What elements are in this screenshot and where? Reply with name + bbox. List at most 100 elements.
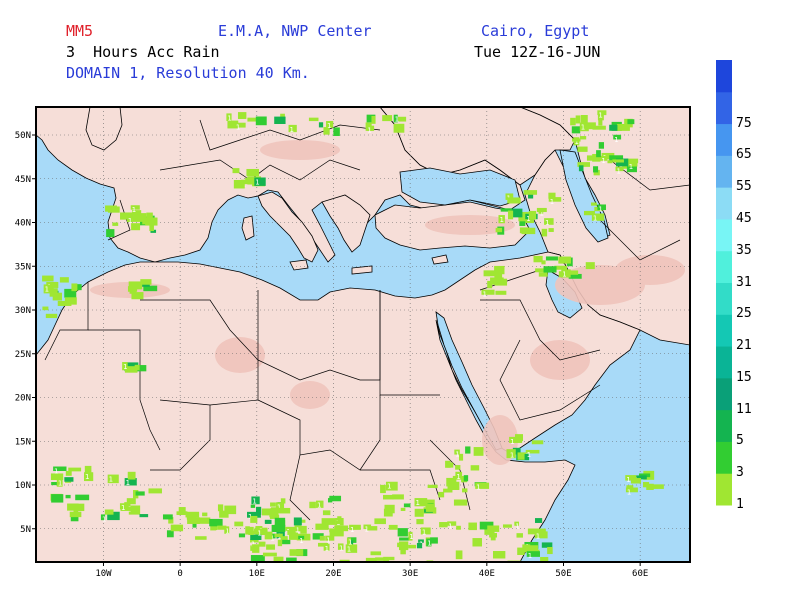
svg-text:1: 1 xyxy=(617,168,621,176)
svg-text:1: 1 xyxy=(499,216,503,224)
colorbar-level-label: 65 xyxy=(736,147,752,163)
svg-text:1: 1 xyxy=(252,497,256,505)
svg-text:1: 1 xyxy=(126,479,130,487)
lon-label: 60E xyxy=(632,569,648,579)
svg-text:1: 1 xyxy=(574,138,578,146)
colorbar-swatch xyxy=(716,218,732,252)
svg-text:1: 1 xyxy=(598,205,602,213)
svg-text:1: 1 xyxy=(510,438,514,446)
lat-label: 10N xyxy=(15,481,31,491)
colorbar-swatch xyxy=(716,377,732,411)
svg-text:1: 1 xyxy=(45,285,49,293)
colorbar-level-label: 3 xyxy=(736,465,744,481)
colorbar-swatch xyxy=(716,346,732,379)
lat-label: 30N xyxy=(15,306,31,316)
svg-text:1: 1 xyxy=(355,562,359,570)
svg-text:1: 1 xyxy=(54,468,58,476)
rain-patches: 1 1 1 1 1 1 1 1 1 1 1 1 1 1 1 1 1 1 1 1 1 1 1 1 1 1 1 1 1 1 1 1 1 1 1 1 1 1 1 1… xyxy=(42,110,664,570)
colorbar-level-label: 11 xyxy=(736,401,752,417)
svg-text:1: 1 xyxy=(364,526,368,534)
colorbar-swatch xyxy=(716,155,732,188)
colorbar-level-label: 45 xyxy=(736,210,752,226)
svg-text:1: 1 xyxy=(327,122,331,130)
svg-text:1: 1 xyxy=(528,552,532,560)
svg-text:1: 1 xyxy=(257,529,261,537)
svg-text:1: 1 xyxy=(299,537,303,545)
colorbar-level-label: 15 xyxy=(736,369,752,385)
svg-text:1: 1 xyxy=(515,523,519,531)
svg-text:1: 1 xyxy=(128,217,132,225)
grid-lines xyxy=(36,107,690,562)
svg-text:1: 1 xyxy=(422,528,426,536)
svg-text:1: 1 xyxy=(482,291,486,299)
model-name: MM5 xyxy=(66,22,94,40)
lat-label: 35N xyxy=(15,262,31,272)
colorbar-level-label: 5 xyxy=(736,433,744,449)
svg-text:1: 1 xyxy=(536,532,540,540)
svg-text:1: 1 xyxy=(255,178,259,186)
svg-text:1: 1 xyxy=(109,476,113,484)
colorbar xyxy=(716,60,732,506)
svg-text:1: 1 xyxy=(629,163,633,171)
colorbar-level-label: 75 xyxy=(736,115,752,131)
lat-label: 5N xyxy=(20,525,31,535)
colorbar-level-label: 31 xyxy=(736,274,752,290)
svg-text:1: 1 xyxy=(562,270,566,278)
colorbar-swatch xyxy=(716,282,732,315)
svg-text:1: 1 xyxy=(598,111,602,119)
svg-text:1: 1 xyxy=(290,126,294,134)
lon-label: 10W xyxy=(95,569,112,579)
domain-info: DOMAIN 1, Resolution 40 Km. xyxy=(66,64,310,82)
longitude-labels: 10W 0 10E 20E 30E 40E 50E 60E xyxy=(95,562,648,579)
product-name: 3 Hours Acc Rain xyxy=(66,43,220,61)
colorbar-level-label: 35 xyxy=(736,242,752,258)
svg-text:1: 1 xyxy=(416,499,420,507)
svg-text:1: 1 xyxy=(395,116,399,124)
svg-text:1: 1 xyxy=(277,503,281,511)
colorbar-swatch xyxy=(716,314,732,347)
lat-label: 50N xyxy=(15,131,31,141)
colorbar-swatch xyxy=(716,91,732,125)
colorbar-swatch xyxy=(716,123,732,156)
lat-label: 15N xyxy=(15,437,31,447)
svg-text:1: 1 xyxy=(296,526,300,534)
colorbar-swatch xyxy=(716,187,732,220)
terrain-high xyxy=(90,140,685,465)
svg-text:1: 1 xyxy=(236,124,240,132)
colorbar-level-label: 21 xyxy=(736,338,752,354)
svg-text:1: 1 xyxy=(526,215,530,223)
svg-text:1: 1 xyxy=(350,526,354,534)
land-britain xyxy=(85,107,123,151)
svg-text:1: 1 xyxy=(123,363,127,371)
colorbar-swatch xyxy=(716,473,732,506)
location-name: Cairo, Egypt xyxy=(481,22,590,40)
land-europe xyxy=(36,107,526,263)
svg-text:1: 1 xyxy=(455,451,459,459)
lat-label: 40N xyxy=(15,219,31,229)
lon-label: 50E xyxy=(555,569,571,579)
svg-text:1: 1 xyxy=(58,480,62,488)
svg-text:1: 1 xyxy=(601,157,605,165)
lon-label: 0 xyxy=(177,569,182,579)
svg-text:1: 1 xyxy=(102,515,106,523)
svg-text:1: 1 xyxy=(225,527,229,535)
svg-text:1: 1 xyxy=(339,544,343,552)
svg-text:1: 1 xyxy=(227,114,231,122)
colorbar-swatch xyxy=(716,441,732,474)
svg-text:1: 1 xyxy=(132,206,136,214)
lat-label: 25N xyxy=(15,350,31,360)
lat-label: 20N xyxy=(15,394,31,404)
svg-text:1: 1 xyxy=(387,483,391,491)
svg-text:1: 1 xyxy=(593,215,597,223)
svg-text:1: 1 xyxy=(317,502,321,510)
lon-label: 10E xyxy=(249,569,265,579)
svg-text:1: 1 xyxy=(456,473,460,481)
latitude-labels: 50N 45N 40N 35N 30N 25N 20N 15N 10N 5N xyxy=(15,131,36,535)
svg-text:1: 1 xyxy=(85,473,89,481)
svg-text:1: 1 xyxy=(545,219,549,227)
svg-text:1: 1 xyxy=(325,545,329,553)
svg-text:1: 1 xyxy=(527,451,531,459)
svg-text:1: 1 xyxy=(581,124,585,132)
colorbar-swatch xyxy=(716,60,732,93)
